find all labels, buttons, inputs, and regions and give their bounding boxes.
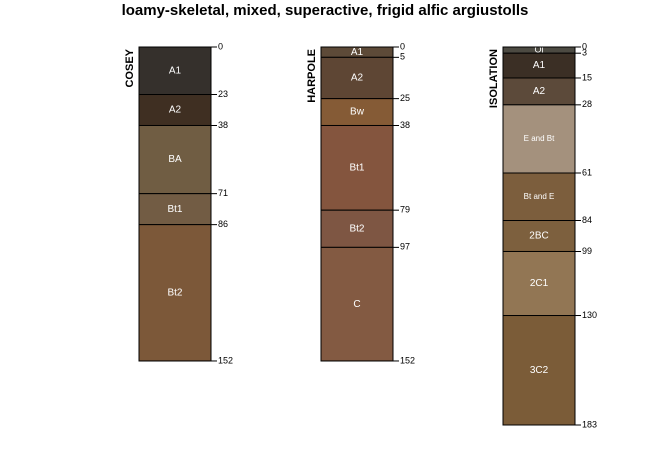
depth-label-isolation-8: 183 xyxy=(582,419,597,429)
horizon-label-isolation-7: 3C2 xyxy=(530,365,549,376)
depth-label-harpole-4: 79 xyxy=(400,205,410,215)
profile-name-cosey: COSEY xyxy=(124,48,136,87)
horizon-cosey-4 xyxy=(138,224,212,362)
horizon-harpole-4 xyxy=(320,209,394,248)
horizon-label-cosey-1: A2 xyxy=(169,105,182,116)
depth-label-isolation-1: 3 xyxy=(582,48,587,58)
horizon-harpole-5 xyxy=(320,246,394,362)
horizon-label-harpole-1: A2 xyxy=(351,73,364,84)
horizon-label-harpole-4: Bt2 xyxy=(349,223,364,234)
profile-name-harpole: HARPOLE xyxy=(306,49,318,103)
depth-label-isolation-5: 84 xyxy=(582,215,592,225)
horizon-isolation-3 xyxy=(502,104,576,174)
profile-border-harpole xyxy=(320,46,394,362)
depth-label-isolation-3: 28 xyxy=(582,99,592,109)
depth-label-harpole-0: 0 xyxy=(400,41,405,51)
horizon-label-isolation-0: Oi xyxy=(535,44,544,54)
horizon-label-cosey-3: Bt1 xyxy=(167,204,182,215)
horizon-isolation-4 xyxy=(502,172,576,222)
horizon-label-cosey-4: Bt2 xyxy=(167,287,182,298)
depth-label-isolation-4: 61 xyxy=(582,167,592,177)
depth-label-harpole-3: 38 xyxy=(400,120,410,130)
depth-label-cosey-5: 152 xyxy=(218,355,233,365)
horizon-label-isolation-2: A2 xyxy=(533,86,546,97)
horizon-label-cosey-2: BA xyxy=(168,154,182,165)
chart-title: loamy-skeletal, mixed, superactive, frig… xyxy=(121,2,529,19)
depth-label-cosey-2: 38 xyxy=(218,120,228,130)
depth-label-harpole-6: 152 xyxy=(400,355,415,365)
depth-label-isolation-6: 99 xyxy=(582,246,592,256)
depth-label-harpole-5: 97 xyxy=(400,242,410,252)
horizon-isolation-6 xyxy=(502,250,576,317)
horizon-label-cosey-0: A1 xyxy=(169,65,182,76)
horizon-isolation-5 xyxy=(502,220,576,252)
depth-label-cosey-1: 23 xyxy=(218,89,228,99)
depth-label-cosey-3: 71 xyxy=(218,188,228,198)
profile-border-isolation xyxy=(502,46,576,426)
depth-label-cosey-4: 86 xyxy=(218,219,228,229)
horizon-label-isolation-5: 2BC xyxy=(529,231,548,242)
depth-label-cosey-0: 0 xyxy=(218,41,223,51)
profile-border-cosey xyxy=(138,46,212,362)
depth-label-harpole-2: 25 xyxy=(400,93,410,103)
horizon-label-harpole-0: A1 xyxy=(351,47,364,58)
horizon-label-isolation-3: E and Bt xyxy=(524,134,555,143)
horizon-isolation-2 xyxy=(502,77,576,106)
horizon-label-isolation-6: 2C1 xyxy=(530,278,549,289)
horizon-label-isolation-1: A1 xyxy=(533,60,546,71)
horizon-label-isolation-4: Bt and E xyxy=(524,192,555,201)
depth-label-isolation-2: 15 xyxy=(582,72,592,82)
depth-label-isolation-0: 0 xyxy=(582,41,587,51)
horizon-label-harpole-5: C xyxy=(353,299,360,310)
horizon-harpole-3 xyxy=(320,124,394,211)
profile-name-isolation: ISOLATION xyxy=(488,49,500,108)
depth-label-isolation-7: 130 xyxy=(582,310,597,320)
depth-label-harpole-1: 5 xyxy=(400,52,405,62)
horizon-label-harpole-3: Bt1 xyxy=(349,162,364,173)
horizon-label-harpole-2: Bw xyxy=(350,107,365,118)
horizon-isolation-1 xyxy=(502,52,576,79)
